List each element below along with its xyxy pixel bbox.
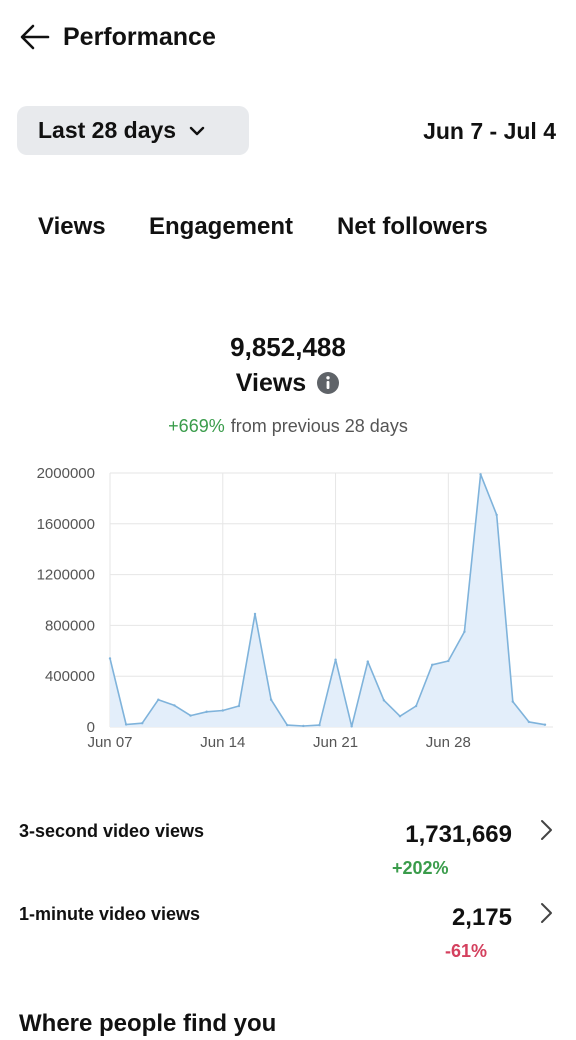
data-point bbox=[108, 657, 112, 660]
chevron-down-icon bbox=[189, 126, 205, 135]
data-point bbox=[302, 724, 305, 728]
data-point bbox=[189, 714, 192, 717]
x-tick-label: Jun 21 bbox=[313, 734, 358, 751]
data-point bbox=[124, 723, 128, 726]
views-area-chart: 0 400000 800000 1200000 1600000 2000000 Jun 07… bbox=[37, 465, 553, 751]
data-point bbox=[527, 720, 531, 724]
x-tick-label: Jun 28 bbox=[426, 734, 471, 751]
metric-label: Views bbox=[235, 369, 307, 397]
tab-views[interactable]: Views bbox=[38, 213, 106, 240]
date-range-text: Jun 7 - Jul 4 bbox=[423, 118, 556, 144]
data-point bbox=[479, 473, 482, 476]
data-point bbox=[237, 704, 241, 708]
data-point bbox=[511, 700, 514, 703]
stat-value-1m-views: 2,175 bbox=[451, 904, 512, 931]
total-views-value: 9,852,488 bbox=[230, 332, 346, 362]
section-heading: Where people find you bbox=[19, 1010, 277, 1037]
data-point bbox=[431, 663, 434, 666]
x-tick-label: Jun 07 bbox=[87, 734, 132, 751]
y-tick-label: 2000000 bbox=[37, 465, 95, 482]
page-title: Performance bbox=[63, 23, 216, 51]
x-tick-label: Jun 14 bbox=[200, 734, 245, 751]
data-point bbox=[221, 709, 224, 712]
data-point bbox=[334, 658, 337, 661]
y-tick-label: 800000 bbox=[45, 617, 95, 634]
data-point bbox=[414, 704, 418, 708]
data-point bbox=[398, 715, 402, 718]
data-point bbox=[253, 612, 257, 616]
stat-label-3s-views: 3-second video views bbox=[19, 821, 205, 841]
chart-area-layer bbox=[108, 473, 547, 728]
series-line bbox=[109, 473, 546, 728]
date-range-dropdown-label: Last 28 days bbox=[38, 117, 177, 143]
chart-axis-labels: 0 400000 800000 1200000 1600000 2000000 Jun 07… bbox=[37, 465, 471, 751]
data-point bbox=[447, 659, 450, 663]
arrow-left-icon bbox=[20, 24, 50, 50]
tab-net-followers[interactable]: Net followers bbox=[337, 213, 488, 240]
back-button[interactable] bbox=[18, 22, 52, 52]
data-point bbox=[286, 723, 289, 727]
y-tick-label: 400000 bbox=[45, 668, 95, 685]
data-point bbox=[543, 723, 547, 726]
y-tick-label: 1600000 bbox=[37, 516, 95, 533]
y-tick-label: 0 bbox=[87, 719, 95, 736]
data-point bbox=[382, 699, 386, 702]
change-summary: +669% from previous 28 days bbox=[0, 414, 576, 438]
tab-engagement[interactable]: Engagement bbox=[149, 213, 294, 240]
data-point bbox=[141, 721, 144, 725]
change-percent: +669% bbox=[168, 416, 225, 436]
data-point bbox=[495, 513, 498, 517]
data-point bbox=[269, 698, 273, 701]
data-point bbox=[366, 660, 369, 663]
metric-label-row: Views bbox=[0, 366, 576, 400]
data-point bbox=[463, 630, 466, 633]
data-point bbox=[318, 723, 321, 727]
y-tick-label: 1200000 bbox=[37, 567, 95, 584]
change-description: from previous 28 days bbox=[230, 416, 408, 436]
data-point bbox=[350, 725, 353, 728]
chart-area-fill bbox=[110, 474, 545, 727]
stat-change-1m-views: -61% bbox=[445, 941, 488, 961]
stat-change-3s-views: +202% bbox=[392, 858, 449, 878]
stat-value-3s-views: 1,731,669 bbox=[405, 821, 512, 848]
data-point bbox=[173, 704, 176, 707]
chevron-right-icon[interactable] bbox=[536, 818, 556, 842]
date-range-dropdown[interactable]: Last 28 days bbox=[17, 106, 249, 155]
stat-label-1m-views: 1-minute video views bbox=[19, 904, 201, 924]
chevron-right-icon[interactable] bbox=[536, 901, 556, 925]
data-point bbox=[205, 710, 208, 713]
data-point bbox=[157, 698, 160, 701]
info-icon[interactable] bbox=[316, 371, 340, 395]
